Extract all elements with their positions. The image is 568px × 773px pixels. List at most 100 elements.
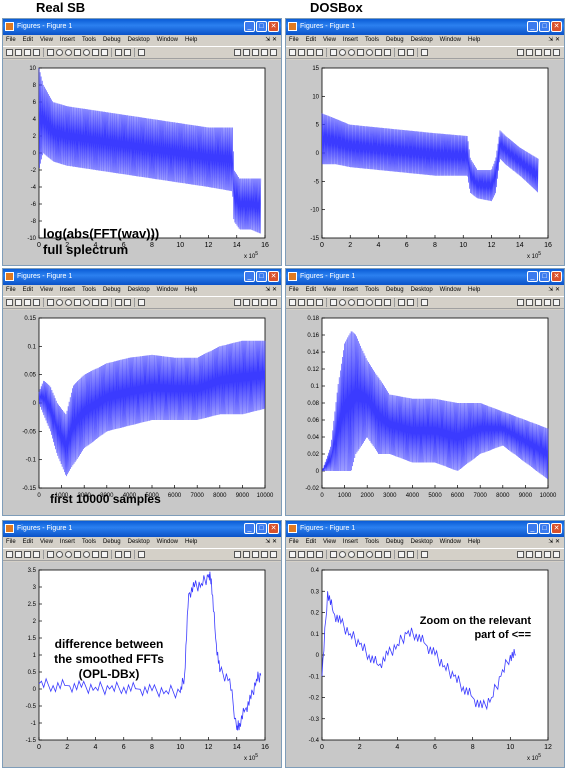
pan-icon[interactable] (357, 299, 364, 306)
float-icon[interactable] (535, 551, 542, 558)
pan-icon[interactable] (357, 49, 364, 56)
new-icon[interactable] (6, 299, 13, 306)
menu-desktop[interactable]: Desktop (127, 37, 150, 43)
menu-help[interactable]: Help (185, 37, 198, 43)
close-button[interactable]: ✕ (268, 21, 279, 32)
menu-help[interactable]: Help (185, 539, 198, 545)
open-icon[interactable] (298, 299, 305, 306)
menu-edit[interactable]: Edit (305, 287, 317, 293)
menu-view[interactable]: View (40, 539, 53, 545)
save-icon[interactable] (307, 551, 314, 558)
menu-debug[interactable]: Debug (102, 287, 121, 293)
print-icon[interactable] (316, 551, 323, 558)
minimize-button[interactable]: _ (527, 523, 538, 534)
print-icon[interactable] (33, 551, 40, 558)
minimize-button[interactable]: _ (244, 21, 255, 32)
maximize-button[interactable]: □ (539, 21, 550, 32)
menu-insert[interactable]: Insert (59, 37, 75, 43)
dock-controls[interactable]: ⇲ ✕ (548, 539, 560, 545)
undock-icon[interactable] (270, 551, 277, 558)
colorbar-icon[interactable] (398, 551, 405, 558)
menu-desktop[interactable]: Desktop (410, 37, 433, 43)
rotate-icon[interactable] (366, 299, 373, 306)
float-icon[interactable] (535, 49, 542, 56)
dock-icon[interactable] (544, 299, 551, 306)
tile-v-icon[interactable] (243, 299, 250, 306)
zoom-out-icon[interactable] (348, 551, 355, 558)
open-icon[interactable] (15, 299, 22, 306)
minimize-button[interactable]: _ (244, 523, 255, 534)
menu-edit[interactable]: Edit (22, 37, 34, 43)
undock-icon[interactable] (270, 49, 277, 56)
menu-view[interactable]: View (40, 287, 53, 293)
dock-icon[interactable] (261, 49, 268, 56)
undock-icon[interactable] (553, 551, 560, 558)
menu-desktop[interactable]: Desktop (127, 287, 150, 293)
menu-view[interactable]: View (323, 287, 336, 293)
save-icon[interactable] (307, 49, 314, 56)
zoom-out-icon[interactable] (65, 551, 72, 558)
menu-window[interactable]: Window (156, 37, 178, 43)
datacursor-icon[interactable] (375, 49, 382, 56)
menu-edit[interactable]: Edit (305, 37, 317, 43)
menu-window[interactable]: Window (439, 37, 461, 43)
maximize-button[interactable]: □ (256, 271, 267, 282)
dock-controls[interactable]: ⇲ ✕ (265, 37, 277, 43)
tile-icon[interactable] (517, 49, 524, 56)
close-button[interactable]: ✕ (268, 271, 279, 282)
menu-desktop[interactable]: Desktop (410, 539, 433, 545)
print-icon[interactable] (33, 299, 40, 306)
maximize-button[interactable]: □ (539, 271, 550, 282)
close-button[interactable]: ✕ (268, 523, 279, 534)
datacursor-icon[interactable] (92, 49, 99, 56)
menu-desktop[interactable]: Desktop (410, 287, 433, 293)
menu-help[interactable]: Help (468, 287, 481, 293)
pan-icon[interactable] (74, 551, 81, 558)
menu-file[interactable]: File (6, 539, 16, 545)
brush-icon[interactable] (101, 551, 108, 558)
pan-icon[interactable] (74, 299, 81, 306)
menu-view[interactable]: View (323, 539, 336, 545)
tile-icon[interactable] (234, 299, 241, 306)
arrow-icon[interactable] (47, 299, 54, 306)
rotate-icon[interactable] (83, 551, 90, 558)
save-icon[interactable] (24, 299, 31, 306)
maximize-button[interactable]: □ (256, 523, 267, 534)
dock-icon[interactable] (261, 551, 268, 558)
dock-controls[interactable]: ⇲ ✕ (265, 287, 277, 293)
float-icon[interactable] (535, 299, 542, 306)
new-icon[interactable] (289, 551, 296, 558)
close-button[interactable]: ✕ (551, 271, 562, 282)
menu-edit[interactable]: Edit (305, 539, 317, 545)
menu-view[interactable]: View (40, 37, 53, 43)
tile-v-icon[interactable] (243, 551, 250, 558)
brush-icon[interactable] (384, 49, 391, 56)
hide-tools-icon[interactable] (421, 299, 428, 306)
menu-window[interactable]: Window (156, 539, 178, 545)
open-icon[interactable] (298, 49, 305, 56)
dock-controls[interactable]: ⇲ ✕ (548, 37, 560, 43)
menu-tools[interactable]: Tools (364, 287, 379, 293)
tile-v-icon[interactable] (243, 49, 250, 56)
brush-icon[interactable] (101, 49, 108, 56)
legend-icon[interactable] (407, 49, 414, 56)
menu-tools[interactable]: Tools (81, 539, 96, 545)
datacursor-icon[interactable] (92, 299, 99, 306)
undock-icon[interactable] (553, 299, 560, 306)
new-icon[interactable] (6, 551, 13, 558)
zoom-in-icon[interactable] (339, 49, 346, 56)
close-button[interactable]: ✕ (551, 21, 562, 32)
minimize-button[interactable]: _ (527, 21, 538, 32)
menu-file[interactable]: File (6, 287, 16, 293)
tile-icon[interactable] (517, 299, 524, 306)
pan-icon[interactable] (74, 49, 81, 56)
hide-tools-icon[interactable] (138, 49, 145, 56)
menu-debug[interactable]: Debug (385, 37, 404, 43)
pan-icon[interactable] (357, 551, 364, 558)
tile-v-icon[interactable] (526, 299, 533, 306)
brush-icon[interactable] (384, 299, 391, 306)
hide-tools-icon[interactable] (421, 49, 428, 56)
dock-icon[interactable] (261, 299, 268, 306)
zoom-out-icon[interactable] (65, 49, 72, 56)
datacursor-icon[interactable] (92, 551, 99, 558)
